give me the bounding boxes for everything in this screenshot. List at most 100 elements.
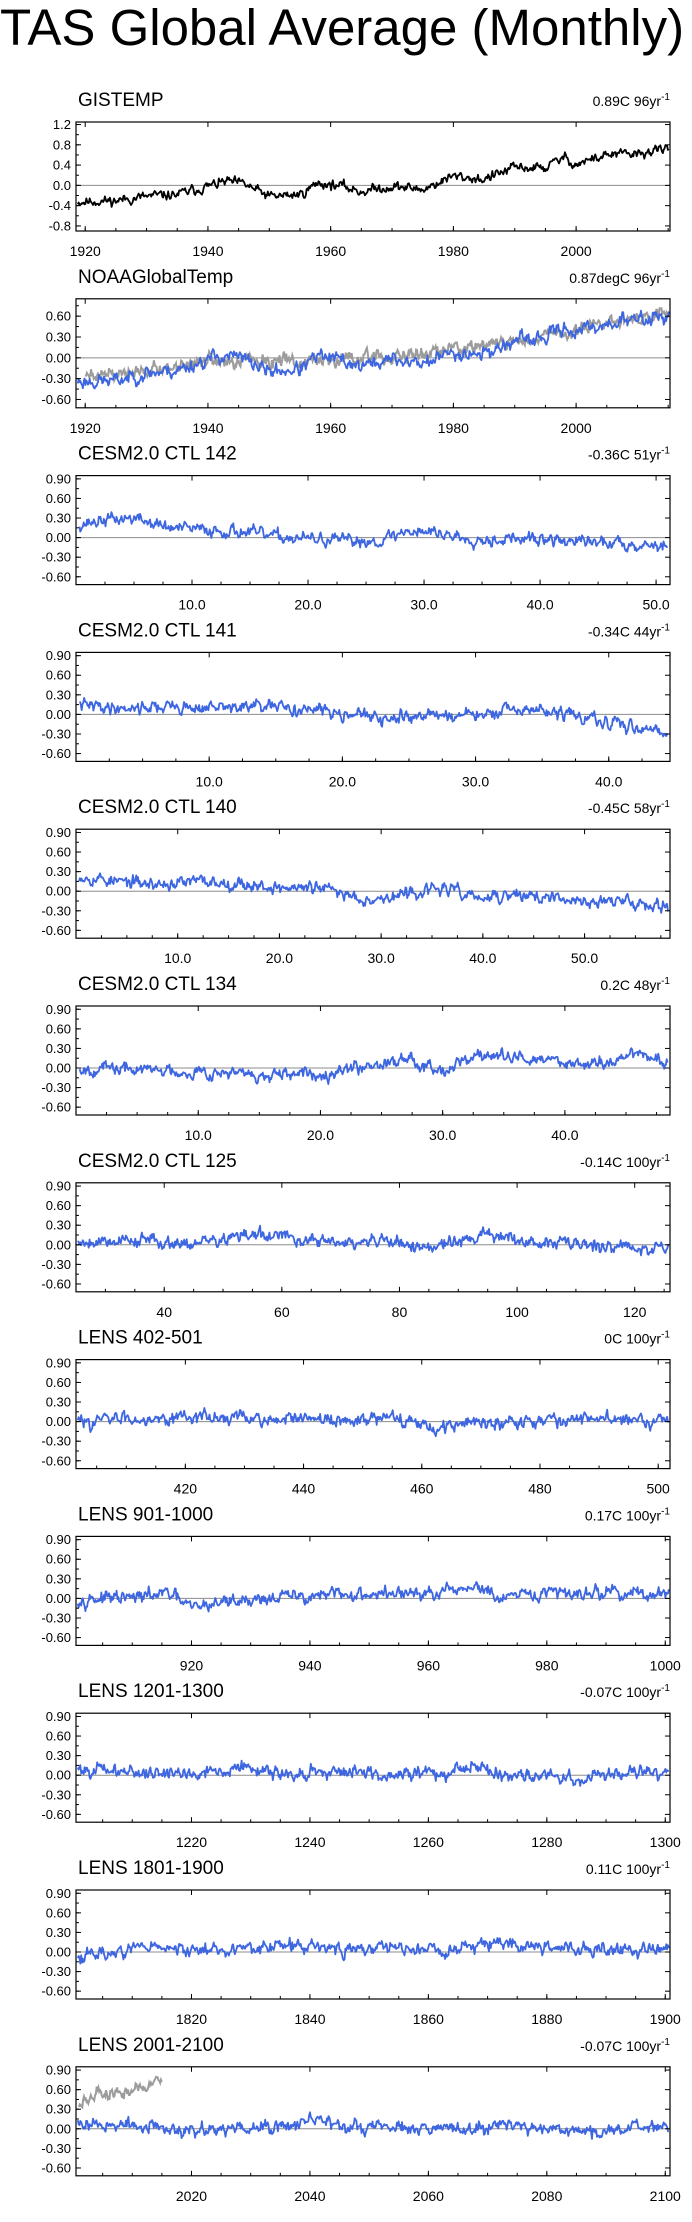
x-tick-label: 920 [180,1657,204,1673]
y-tick-label: 0.30 [46,1748,71,1763]
y-tick-label: 0.90 [46,825,71,840]
y-tick-label: -0.60 [41,1276,71,1291]
series-line [76,144,670,208]
x-tick-label: 120 [623,1304,647,1320]
y-tick-label: 0.00 [46,2121,71,2136]
x-tick-label: 2020 [176,2188,207,2204]
x-tick-label: 20.0 [307,1127,334,1143]
trend-value: -0.34C 44yr [588,623,661,639]
x-tick-label: 10.0 [178,597,205,613]
y-tick-label: 0.30 [46,864,71,879]
x-tick-label: 1960 [315,420,346,436]
panel-trend-note: 0.87degC 96yr-1 [569,269,670,286]
panel-trend-note: 0C 100yr-1 [604,1330,670,1347]
y-tick-label: 0.90 [46,1886,71,1901]
y-tick-label: -0.30 [41,371,71,386]
x-tick-label: 80 [392,1304,408,1320]
x-tick-label: 20.0 [266,950,293,966]
page-title: TAS Global Average (Monthly) [0,0,685,56]
trend-unit-exponent: -1 [661,446,670,457]
panel-title: GISTEMP [78,90,164,111]
y-tick-label: 0.60 [46,668,71,683]
x-tick-label: 1840 [294,2011,325,2027]
x-tick-label: 940 [298,1657,322,1673]
y-tick-label: 0.30 [46,1395,71,1410]
x-tick-label: 1940 [192,420,223,436]
y-tick-label: 0.60 [46,1375,71,1390]
plot-frame [75,651,671,763]
y-tick-label: 0.0 [53,178,71,193]
y-tick-label: 0.00 [46,530,71,545]
panel-1: GISTEMP 0.89C 96yr-1 -0.8 -0.4 0.0 0.4 0.8 1.2 1… [49,90,671,259]
trend-value: -0.45C 58yr [588,800,661,816]
y-tick-label: 0.30 [46,2102,71,2117]
panel-trend-note: -0.34C 44yr-1 [588,622,670,639]
panel-title: LENS 2001-2100 [78,2035,224,2056]
y-tick-label: -0.30 [41,2141,71,2156]
x-tick-label: 40.0 [595,773,622,789]
x-tick-label: 500 [646,1481,670,1497]
plot-frame [75,1712,671,1823]
y-tick-label: -0.30 [41,1434,71,1449]
plot-frame [75,828,671,939]
trend-unit-exponent: -1 [661,269,670,280]
x-tick-label: 1940 [192,243,223,259]
x-tick-label: 440 [292,1481,316,1497]
panel-trend-note: -0.07C 100yr-1 [580,2037,670,2054]
series-line [78,872,669,914]
y-tick-label: -0.8 [49,218,71,233]
series-line [76,1581,670,1613]
y-tick-label: 0.00 [46,1061,71,1076]
y-tick-label: -0.30 [41,726,71,741]
x-tick-label: 1220 [176,1834,207,1850]
y-tick-label: 0.90 [46,1002,71,1017]
y-tick-label: 0.90 [46,471,71,486]
x-tick-label: 60 [274,1304,290,1320]
panel-9: LENS 901-1000 0.17C 100yr-1 -0.60 -0.30 0.00… [41,1504,681,1673]
x-tick-label: 1920 [70,243,101,259]
trend-value: 0.2C 48yr [600,977,661,993]
trend-value: -0.07C 100yr [580,2038,661,2054]
x-tick-label: 40.0 [551,1127,578,1143]
x-tick-label: 1980 [438,243,469,259]
x-tick-label: 50.0 [571,950,598,966]
panel-10: LENS 1201-1300 -0.07C 100yr-1 -0.60 -0.30 0.… [41,1681,681,1850]
plot-frame [75,1535,671,1647]
series-line [76,1407,670,1438]
panel-title: CESM2.0 CTL 125 [78,1151,237,1172]
y-tick-label: 0.60 [46,309,71,324]
y-tick-label: 0.00 [46,1591,71,1606]
plot-frame [75,1005,671,1116]
y-tick-label: -0.60 [41,1984,71,1999]
panel-title: NOAAGlobalTemp [78,267,233,288]
panel-title: CESM2.0 CTL 142 [78,444,237,465]
x-tick-label: 2000 [561,420,592,436]
panel-title: LENS 1201-1300 [78,1681,224,1702]
series-line [77,1224,670,1257]
x-tick-label: 10.0 [164,950,191,966]
x-tick-label: 2080 [531,2188,562,2204]
trend-unit-exponent: -1 [661,1860,670,1871]
panel-trend-note: 0.89C 96yr-1 [593,92,671,109]
x-tick-label: 1820 [176,2011,207,2027]
panel-trend-note: -0.07C 100yr-1 [580,1683,670,1700]
x-tick-label: 1260 [413,1834,444,1850]
panel-7: CESM2.0 CTL 125 -0.14C 100yr-1 -0.60 -0.30 0… [41,1151,671,1320]
y-tick-label: 0.30 [46,1218,71,1233]
y-tick-label: 0.60 [46,491,71,506]
trend-unit-exponent: -1 [661,976,670,987]
x-tick-label: 460 [410,1481,434,1497]
series-line [78,511,668,553]
y-tick-label: -0.30 [41,1257,71,1272]
y-tick-label: 0.90 [46,1355,71,1370]
y-tick-label: -0.30 [41,1080,71,1095]
x-tick-label: 1980 [438,420,469,436]
y-tick-label: 0.60 [46,1021,71,1036]
panel-trend-note: 0.17C 100yr-1 [585,1506,671,1523]
y-tick-label: 0.90 [46,648,71,663]
y-tick-label: 0.30 [46,511,71,526]
panel-trend-note: -0.36C 51yr-1 [588,446,670,463]
y-tick-label: -0.60 [41,2160,71,2175]
y-tick-label: 0.30 [46,1571,71,1586]
